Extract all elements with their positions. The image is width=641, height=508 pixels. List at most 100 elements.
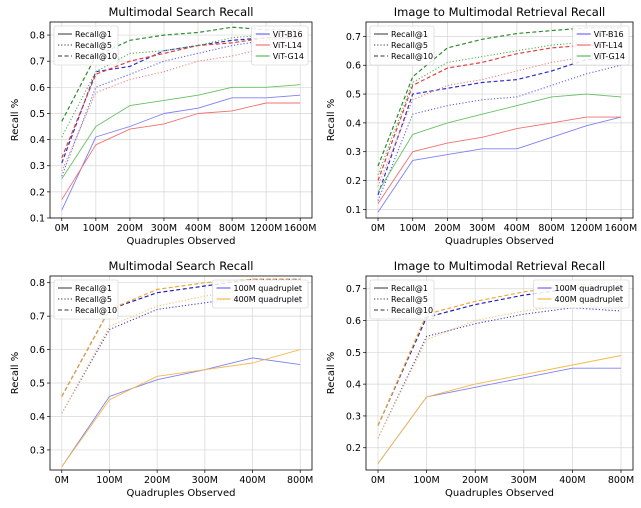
legend-label: Recall@5 xyxy=(75,295,112,304)
series-line xyxy=(61,349,301,467)
y-tick-label: 0.6 xyxy=(30,345,45,356)
series-line xyxy=(377,58,621,196)
y-tick-label: 0.3 xyxy=(30,161,45,172)
y-tick-label: 0.3 xyxy=(30,445,45,456)
y-tick-label: 0.5 xyxy=(30,109,45,120)
x-tick-label: 1600M xyxy=(605,223,637,234)
y-axis-label: Recall % xyxy=(10,99,21,142)
y-tick-label: 0.6 xyxy=(346,316,361,327)
legend-label: Recall@10 xyxy=(391,306,433,315)
series-line xyxy=(377,116,622,213)
x-tick-label: 300M xyxy=(192,475,218,486)
series-line xyxy=(61,278,301,397)
plot-frame xyxy=(365,21,634,219)
y-axis-label: Recall % xyxy=(326,99,337,142)
y-tick-label: 0.4 xyxy=(346,118,361,129)
x-tick-label: 800M xyxy=(219,223,245,234)
x-tick-label: 200M xyxy=(434,223,460,234)
plot-frame xyxy=(49,275,313,471)
x-tick-label: 300M xyxy=(469,223,495,234)
y-axis-label: Recall % xyxy=(10,352,21,395)
legend-box xyxy=(212,279,309,309)
x-tick-label: 0M xyxy=(55,475,69,486)
y-axis-label: Recall % xyxy=(326,352,337,395)
x-tick-label: 100M xyxy=(83,223,109,234)
chart-top-left: Multimodal Search Recall 0.1 0.2 0.3 0.4 0.5 0… xyxy=(0,0,320,252)
legend-label: Recall@10 xyxy=(75,306,117,315)
series-line xyxy=(377,281,622,426)
chart-svg: Multimodal Search Recall 0.3 0.4 0.5 0.6 0.7 0… xyxy=(10,259,313,499)
legend-label: Recall@10 xyxy=(391,52,433,61)
y-tick-label: 0.3 xyxy=(346,147,361,158)
x-tick-label: 1600M xyxy=(284,223,316,234)
x-tick-label: 0M xyxy=(371,223,385,234)
series-line xyxy=(61,84,301,180)
series-line xyxy=(61,295,301,414)
y-tick-label: 0.7 xyxy=(346,284,361,295)
y-tick-label: 0.7 xyxy=(30,312,45,323)
y-tick-label: 0.4 xyxy=(30,135,45,146)
y-tick-label: 0.1 xyxy=(346,205,361,216)
chart-title: Image to Multimodal Retrieval Recall xyxy=(394,259,606,273)
x-axis-label: Quadruples Observed xyxy=(127,236,236,247)
series-line xyxy=(61,37,301,159)
y-tick-label: 0.2 xyxy=(346,176,361,187)
x-tick-label: 200M xyxy=(117,223,143,234)
series-line xyxy=(377,307,622,439)
legend-label: 100M quadruplet xyxy=(234,284,303,293)
y-tick-label: 0.2 xyxy=(346,443,361,454)
plot-frame xyxy=(365,275,634,471)
x-tick-label: 100M xyxy=(400,223,426,234)
chart-top-right: Image to Multimodal Retrieval Recall 0.1 0… xyxy=(320,0,641,252)
legend-label: ViT-G14 xyxy=(273,52,304,61)
y-tick-label: 0.6 xyxy=(346,61,361,72)
y-tick-label: 0.4 xyxy=(346,380,361,391)
y-tick-label: 0.1 xyxy=(30,214,45,225)
y-tick-label: 0.5 xyxy=(346,348,361,359)
legend-label: Recall@1 xyxy=(75,284,112,293)
legend-box xyxy=(369,279,435,320)
y-tick-label: 0.4 xyxy=(30,412,45,423)
y-tick-label: 0.7 xyxy=(30,57,45,68)
y-tick-label: 0.8 xyxy=(30,278,45,289)
y-tick-label: 0.7 xyxy=(346,32,361,43)
legend-label: 400M quadruplet xyxy=(234,295,303,304)
x-tick-label: 0M xyxy=(55,223,69,234)
legend-label: Recall@1 xyxy=(391,30,428,39)
x-tick-label: 0M xyxy=(371,475,385,486)
legend-label: Recall@5 xyxy=(75,41,112,50)
x-tick-label: 200M xyxy=(462,475,488,486)
legend-label: Recall@10 xyxy=(75,52,117,61)
x-tick-label: 400M xyxy=(185,223,211,234)
series-line xyxy=(377,300,622,439)
chart-svg: Multimodal Search Recall 0.1 0.2 0.3 0.4 0.5 0… xyxy=(10,5,316,247)
x-tick-label: 400M xyxy=(504,223,530,234)
legend-label: ViT-L14 xyxy=(594,41,623,50)
x-tick-label: 800M xyxy=(608,475,634,486)
legend-label: ViT-B16 xyxy=(594,30,624,39)
legend-label: ViT-B16 xyxy=(273,30,303,39)
chart-title: Multimodal Search Recall xyxy=(108,5,253,19)
series-line xyxy=(61,357,301,467)
x-axis-label: Quadruples Observed xyxy=(445,236,554,247)
series-line xyxy=(61,102,301,200)
chart-bottom-right: Image to Multimodal Retrieval Recall 0.2 0… xyxy=(320,252,641,504)
x-axis-label: Quadruples Observed xyxy=(127,488,236,499)
legend-box xyxy=(53,25,119,66)
chart-svg: Image to Multimodal Retrieval Recall 0.1 0… xyxy=(326,5,637,247)
x-tick-label: 300M xyxy=(511,475,537,486)
x-tick-label: 400M xyxy=(559,475,585,486)
series-line xyxy=(377,50,622,187)
series-line xyxy=(61,94,301,211)
chart-bottom-left: Multimodal Search Recall 0.3 0.4 0.5 0.6 0.7 0… xyxy=(0,252,320,504)
chart-title: Multimodal Search Recall xyxy=(108,259,253,273)
legend-label: ViT-G14 xyxy=(594,52,625,61)
legend-label: Recall@1 xyxy=(391,284,428,293)
x-tick-label: 800M xyxy=(287,475,313,486)
legend-box xyxy=(533,279,630,309)
y-tick-label: 0.2 xyxy=(30,187,45,198)
series-line xyxy=(377,116,621,204)
legend-box xyxy=(53,279,119,320)
chart-svg: Image to Multimodal Retrieval Recall 0.2 0… xyxy=(326,259,634,499)
